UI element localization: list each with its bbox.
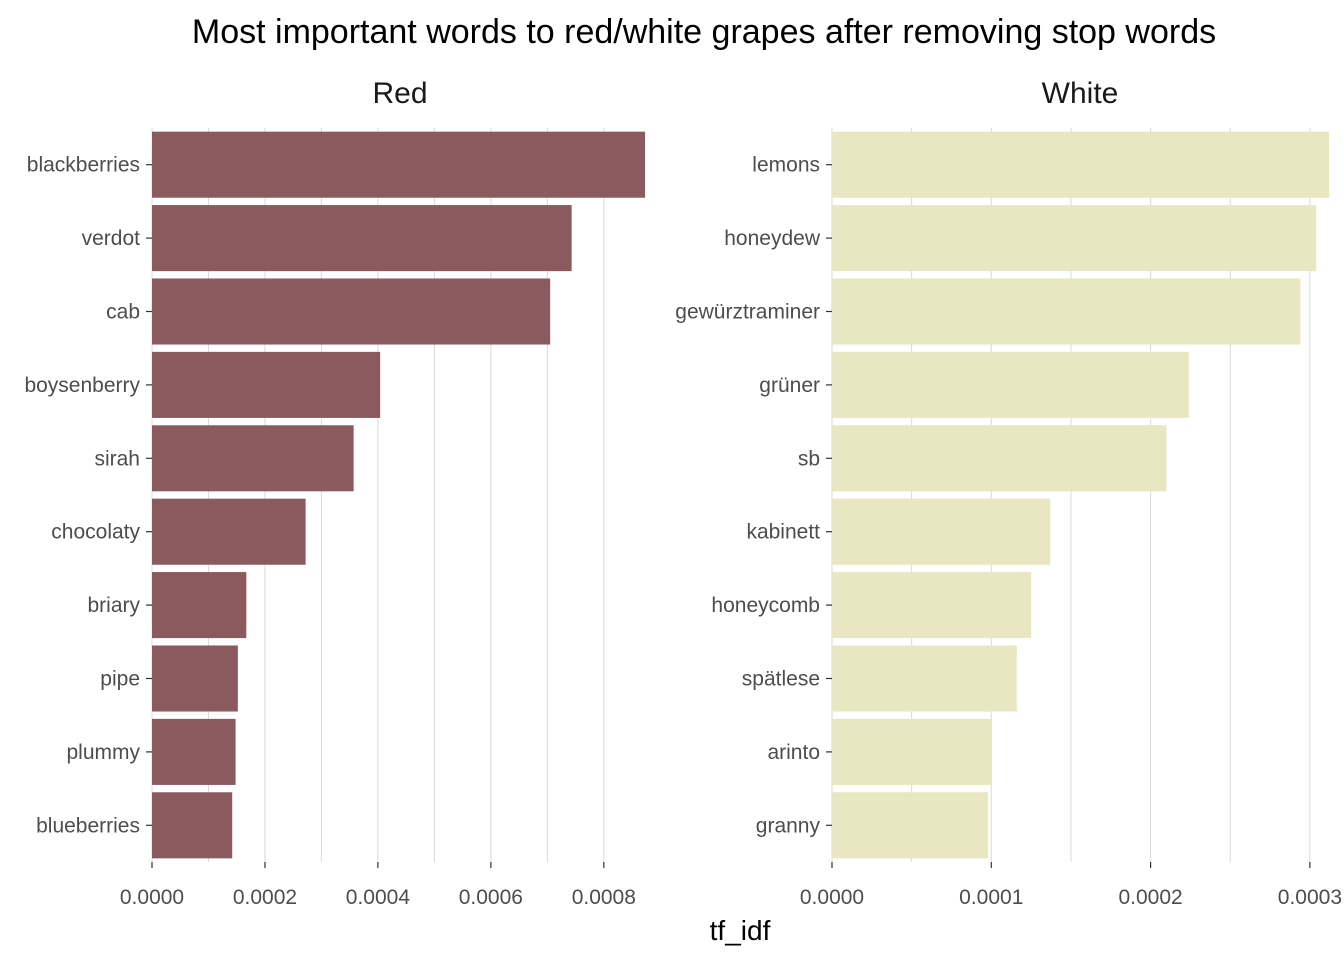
bar-spätlese [832, 645, 1017, 712]
bar-sirah [152, 425, 354, 492]
bar-blueberries [152, 792, 233, 859]
category-label-kabinett: kabinett [746, 521, 820, 544]
category-label-arinto: arinto [767, 741, 820, 764]
x-tick-label: 0.0008 [572, 886, 636, 909]
category-label-blueberries: blueberries [36, 814, 140, 837]
category-label-briary: briary [87, 594, 140, 617]
bar-briary [152, 572, 247, 639]
panel-white-label: White [1042, 77, 1119, 110]
bar-boysenberry [152, 351, 381, 418]
panel-white-x-ticks: 0.0000 0.0001 0.0002 0.0003 [800, 862, 1342, 909]
x-axis-title: tf_idf [710, 915, 771, 946]
panel-white-bars [832, 131, 1329, 859]
category-label-pipe: pipe [100, 668, 140, 691]
category-label-sirah: sirah [94, 447, 140, 470]
panel-red-x-ticks: 0.0000 0.0002 0.0004 0.0006 0.0008 [120, 862, 636, 909]
category-label-grüner: grüner [759, 374, 820, 397]
bar-grüner [832, 351, 1189, 418]
category-label-verdot: verdot [82, 227, 141, 250]
bar-lemons [832, 131, 1329, 198]
bar-cab [152, 278, 551, 345]
category-label-gewürztraminer: gewürztraminer [675, 301, 820, 324]
bar-honeydew [832, 205, 1317, 272]
x-tick-label: 0.0003 [1278, 886, 1342, 909]
category-label-sb: sb [798, 447, 820, 470]
x-tick-label: 0.0006 [459, 886, 523, 909]
panel-red-bars [152, 131, 646, 859]
bar-gewürztraminer [832, 278, 1301, 345]
bar-verdot [152, 205, 572, 272]
x-tick-label: 0.0002 [233, 886, 297, 909]
category-label-blackberries: blackberries [27, 154, 140, 177]
category-label-plummy: plummy [66, 741, 140, 764]
category-label-lemons: lemons [752, 154, 820, 177]
bar-granny [832, 792, 989, 859]
category-label-boysenberry: boysenberry [24, 374, 140, 397]
x-tick-label: 0.0000 [800, 886, 864, 909]
panel-red: Red blackberries verdot cab boysenberry sira… [24, 77, 646, 909]
category-label-honeycomb: honeycomb [711, 594, 820, 617]
bar-pipe [152, 645, 238, 712]
category-label-spätlese: spätlese [742, 668, 820, 691]
panel-white: White lemons honeydew gewürztraminer grüner… [675, 77, 1342, 909]
bar-kabinett [832, 498, 1051, 565]
x-tick-label: 0.0000 [120, 886, 184, 909]
bar-sb [832, 425, 1167, 492]
category-label-chocolaty: chocolaty [51, 521, 140, 544]
x-tick-label: 0.0001 [959, 886, 1023, 909]
category-label-cab: cab [106, 301, 140, 324]
chart-title: Most important words to red/white grapes… [192, 13, 1216, 51]
bar-plummy [152, 718, 236, 785]
bar-chocolaty [152, 498, 306, 565]
panel-white-category-labels: lemons honeydew gewürztraminer grüner sb kabi… [675, 154, 832, 837]
bar-blackberries [152, 131, 646, 198]
bar-arinto [832, 718, 992, 785]
panel-red-category-labels: blackberries verdot cab boysenberry sirah cho… [24, 154, 152, 837]
x-tick-label: 0.0002 [1118, 886, 1182, 909]
panel-red-label: Red [372, 77, 427, 110]
category-label-granny: granny [756, 814, 821, 837]
bar-honeycomb [832, 572, 1032, 639]
category-label-honeydew: honeydew [724, 227, 821, 250]
x-tick-label: 0.0004 [346, 886, 411, 909]
